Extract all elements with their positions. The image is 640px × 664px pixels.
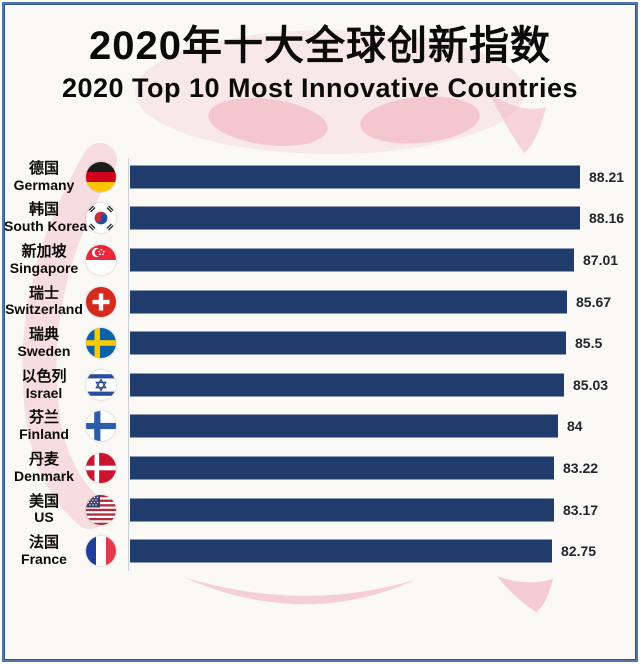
value-label: 84 — [567, 418, 583, 435]
country-row: 德国 Germany 88.21 — [0, 156, 640, 198]
country-name-en: Switzerland — [5, 301, 83, 318]
country-name-en: Finland — [19, 425, 69, 442]
country-row: 法国 France 82.75 — [0, 530, 640, 572]
bar-chart: 德国 Germany 88.21 韩国 South Korea 88.16 新加… — [0, 156, 640, 572]
value-label: 82.75 — [561, 543, 597, 560]
country-row: 美国 US 83.17 — [0, 489, 640, 531]
page-title: 2020年十大全球创新指数 — [89, 24, 551, 68]
chart-header: 2020年十大全球创新指数 2020 Top 10 Most Innovativ… — [0, 20, 640, 104]
sweden-flag-icon — [86, 328, 116, 359]
country-name-zh: 德国 — [28, 159, 59, 177]
country-row: 瑞典 Sweden 85.5 — [0, 322, 640, 364]
value-bar — [130, 165, 580, 189]
value-axis-line — [128, 158, 129, 571]
country-name-zh: 美国 — [28, 492, 59, 510]
value-label: 83.17 — [563, 501, 599, 518]
country-name-en: Israel — [25, 384, 63, 401]
country-name-en: France — [21, 550, 67, 567]
value-bar — [130, 290, 567, 314]
country-name-zh: 新加坡 — [21, 242, 67, 260]
country-name-en: South Korea — [4, 217, 88, 234]
us-flag-icon — [86, 494, 116, 525]
value-label: 88.16 — [589, 210, 625, 227]
country-row: 新加坡 Singapore 87.01 — [0, 239, 640, 281]
country-label: 以色列 Israel — [4, 367, 84, 401]
value-bar — [130, 539, 552, 563]
country-name-zh: 芬兰 — [28, 409, 59, 427]
south-korea-flag-icon — [86, 203, 116, 234]
country-label: 德国 Germany — [4, 159, 84, 193]
value-bar — [130, 498, 555, 522]
value-bar — [130, 414, 559, 438]
value-label: 87.01 — [583, 251, 619, 268]
country-label: 法国 France — [4, 533, 84, 567]
country-label: 丹麦 Denmark — [4, 450, 84, 484]
country-name-en: Sweden — [17, 342, 71, 359]
finland-flag-icon — [86, 411, 116, 442]
value-bar — [130, 373, 564, 397]
country-name-en: Germany — [13, 176, 75, 193]
country-row: 以色列 Israel 85.03 — [0, 364, 640, 406]
country-name-zh: 法国 — [28, 533, 59, 551]
singapore-flag-icon — [86, 244, 116, 275]
value-label: 83.22 — [563, 459, 599, 476]
value-label: 85.5 — [575, 335, 603, 352]
country-name-en: Denmark — [14, 467, 74, 484]
country-label: 韩国 South Korea — [4, 201, 88, 234]
switzerland-flag-icon — [86, 286, 116, 317]
france-flag-icon — [86, 536, 116, 567]
country-name-zh: 丹麦 — [28, 450, 59, 468]
denmark-flag-icon — [86, 452, 116, 483]
country-label: 芬兰 Finland — [4, 409, 84, 442]
value-bar — [130, 248, 574, 272]
value-label: 85.03 — [573, 376, 609, 393]
value-label: 85.67 — [576, 293, 612, 310]
country-label: 瑞士 Switzerland — [4, 285, 84, 317]
page-subtitle: 2020 Top 10 Most Innovative Countries — [61, 73, 579, 103]
value-bar — [130, 456, 555, 480]
country-name-zh: 瑞士 — [28, 284, 59, 302]
country-name-en: US — [34, 509, 54, 526]
country-name-en: Singapore — [9, 259, 79, 276]
value-bar — [130, 206, 580, 230]
israel-flag-icon — [86, 369, 116, 400]
country-name-zh: 韩国 — [28, 201, 59, 219]
country-label: 瑞典 Sweden — [4, 325, 84, 359]
country-label: 新加坡 Singapore — [4, 242, 84, 276]
value-label: 88.21 — [589, 168, 625, 185]
country-row: 丹麦 Denmark 83.22 — [0, 447, 640, 489]
country-row: 韩国 South Korea 88.16 — [0, 198, 640, 240]
germany-flag-icon — [86, 161, 116, 192]
value-bar — [130, 331, 566, 355]
country-label: 美国 US — [4, 493, 84, 525]
country-name-zh: 瑞典 — [28, 325, 59, 343]
country-row: 瑞士 Switzerland 85.67 — [0, 281, 640, 323]
country-row: 芬兰 Finland 84 — [0, 406, 640, 448]
country-name-zh: 以色列 — [21, 367, 67, 385]
